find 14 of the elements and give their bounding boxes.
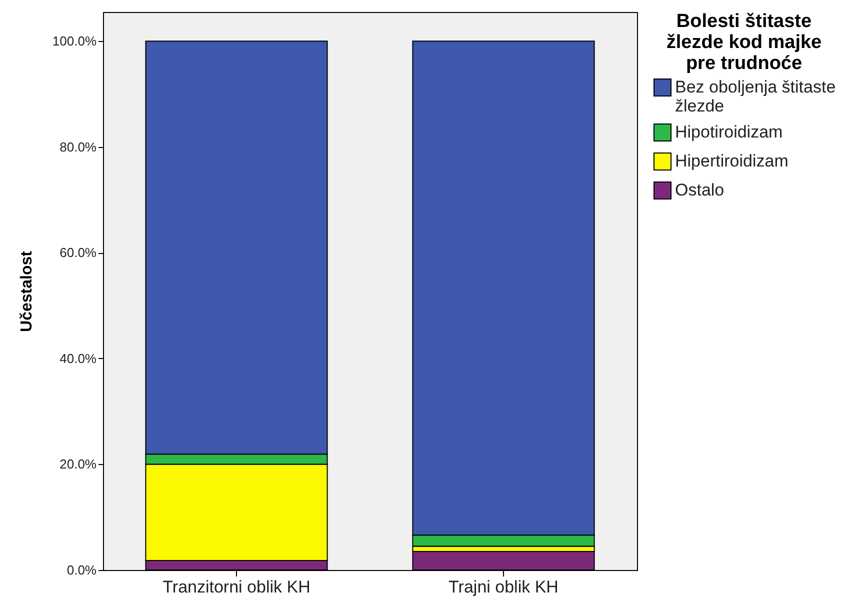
legend-title: Bolesti štitaste žlezde kod majke pre trudnoće (666, 11, 822, 74)
y-tick-label: 100.0% (52, 34, 97, 49)
y-tick-label: 80.0% (60, 139, 97, 154)
legend-label: Bez oboljenja štitaste žlezde (675, 78, 836, 116)
legend-label: Ostalo (675, 180, 724, 200)
y-tick-label: 20.0% (60, 456, 97, 472)
legend-label: Hipotiroidizam (675, 122, 783, 142)
y-tick-label: 40.0% (60, 350, 97, 366)
legend-label: Hipertiroidizam (675, 152, 788, 170)
x-tick-label: Tranzitorni oblik KH (162, 578, 310, 596)
y-tick-label: 0.0% (66, 562, 97, 578)
x-tick-label: Trajni oblik KH (448, 578, 558, 596)
y-axis-title: Učestalost (18, 250, 36, 332)
y-tick-label: 60.0% (60, 245, 97, 260)
